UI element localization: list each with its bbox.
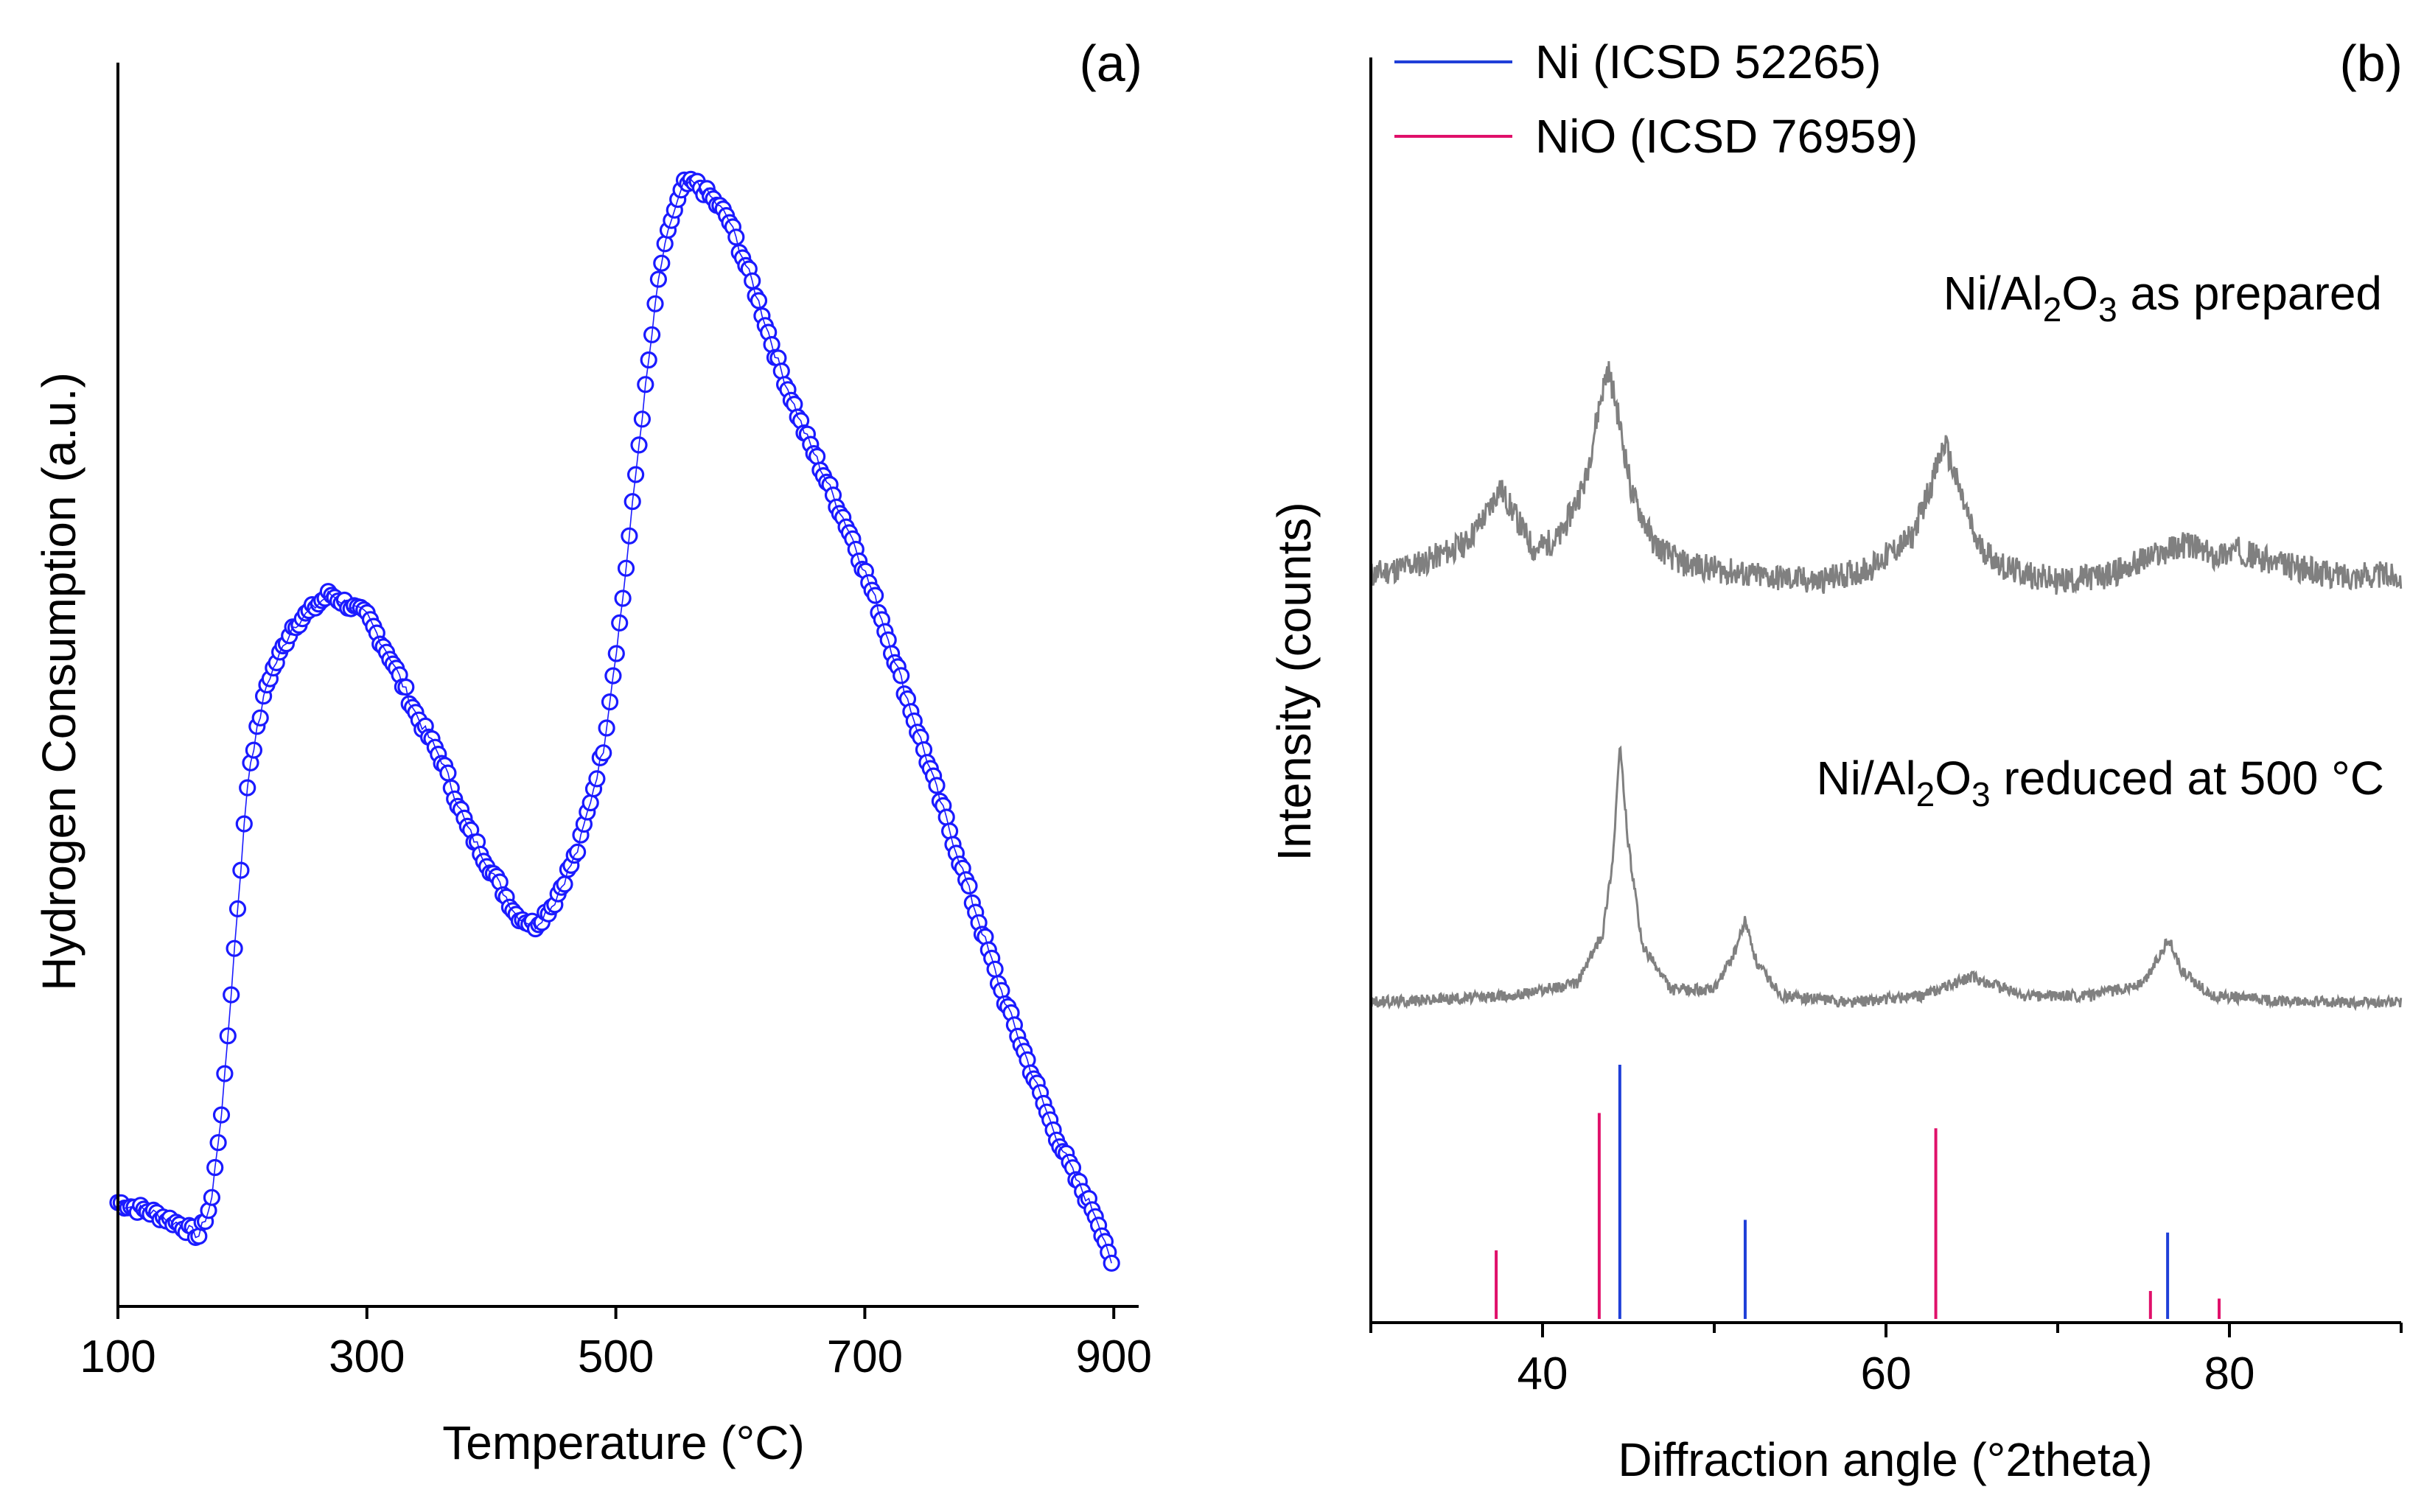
tpr-data-points bbox=[109, 170, 1120, 1272]
panel-b-x-ticks: 40 60 80 bbox=[1369, 1323, 2403, 1399]
panel-a-y-axis-title: Hydrogen Consumption (a.u.) bbox=[32, 372, 85, 991]
panel-a-x-tick-label: 300 bbox=[329, 1331, 405, 1382]
curve-label-reduced-500c: Ni/Al2O3 reduced at 500 °C bbox=[1817, 752, 2384, 813]
legend-label-ni: Ni (ICSD 52265) bbox=[1535, 35, 1882, 88]
reference-peak-lines bbox=[1495, 1065, 2221, 1319]
panel-a-label: (a) bbox=[1079, 35, 1142, 92]
panel-a-x-tick-label: 500 bbox=[578, 1331, 654, 1382]
tpr-connecting-line bbox=[117, 178, 1112, 1264]
panel-b-x-tick-label: 40 bbox=[1517, 1348, 1568, 1399]
xrd-pattern-as-prepared bbox=[1369, 361, 2403, 595]
panel-b-x-tick-label: 60 bbox=[1861, 1348, 1912, 1399]
panel-a-x-tick-label: 900 bbox=[1075, 1331, 1151, 1382]
curve-label-as-prepared: Ni/Al2O3 as prepared bbox=[1943, 267, 2382, 329]
panel-a-x-tick-label: 100 bbox=[80, 1331, 156, 1382]
panel-b-x-axis-title: Diffraction angle (°2theta) bbox=[1618, 1433, 2152, 1486]
legend: Ni (ICSD 52265) NiO (ICSD 76959) bbox=[1394, 35, 1918, 163]
panel-b-x-tick-label: 80 bbox=[2204, 1348, 2255, 1399]
panel-a-tpr-chart: 100 300 500 700 900 (a) Temperature (°C) Hyd… bbox=[32, 35, 1152, 1469]
panel-b-label: (b) bbox=[2339, 35, 2403, 92]
panel-a-x-tick-label: 700 bbox=[827, 1331, 903, 1382]
panel-a-x-axis-title: Temperature (°C) bbox=[442, 1416, 805, 1469]
panel-b-y-axis-title: Intensity (counts) bbox=[1268, 502, 1321, 861]
panel-b-xrd-chart: 40 60 80 (b) Diffraction angle (°2theta) I… bbox=[1268, 35, 2403, 1486]
legend-label-nio: NiO (ICSD 76959) bbox=[1535, 110, 1918, 163]
panel-a-x-ticks: 100 300 500 700 900 bbox=[80, 1306, 1152, 1382]
xrd-pattern-reduced-500c bbox=[1369, 745, 2403, 1012]
